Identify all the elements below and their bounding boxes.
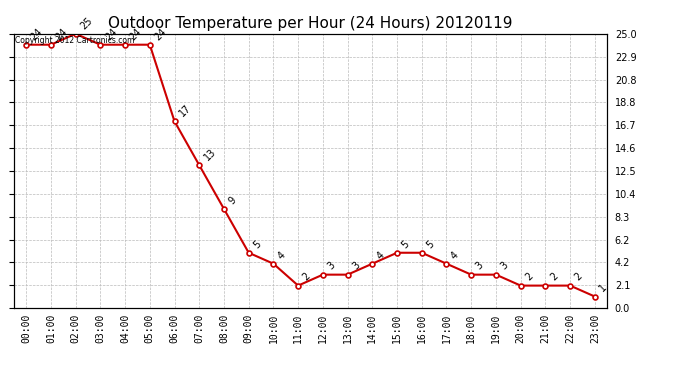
Text: 4: 4: [375, 249, 386, 261]
Text: 3: 3: [326, 261, 337, 272]
Text: 5: 5: [400, 238, 411, 250]
Text: 2: 2: [548, 272, 560, 283]
Text: 2: 2: [301, 272, 313, 283]
Text: Copyright 2012 Cartronics.com: Copyright 2012 Cartronics.com: [15, 36, 135, 45]
Text: 5: 5: [251, 238, 263, 250]
Text: 2: 2: [573, 272, 584, 283]
Text: 24: 24: [152, 26, 168, 42]
Text: 3: 3: [474, 261, 485, 272]
Text: 3: 3: [499, 261, 510, 272]
Text: 1: 1: [598, 282, 609, 294]
Text: 24: 24: [128, 26, 144, 42]
Title: Outdoor Temperature per Hour (24 Hours) 20120119: Outdoor Temperature per Hour (24 Hours) …: [108, 16, 513, 31]
Text: 3: 3: [351, 261, 362, 272]
Text: 9: 9: [227, 195, 238, 206]
Text: 4: 4: [449, 249, 461, 261]
Text: 5: 5: [424, 238, 436, 250]
Text: 24: 24: [54, 26, 70, 42]
Text: 2: 2: [524, 272, 535, 283]
Text: 24: 24: [29, 26, 45, 42]
Text: 17: 17: [177, 103, 193, 118]
Text: 4: 4: [276, 249, 288, 261]
Text: 24: 24: [103, 26, 119, 42]
Text: 13: 13: [202, 147, 218, 162]
Text: 25: 25: [79, 15, 95, 31]
